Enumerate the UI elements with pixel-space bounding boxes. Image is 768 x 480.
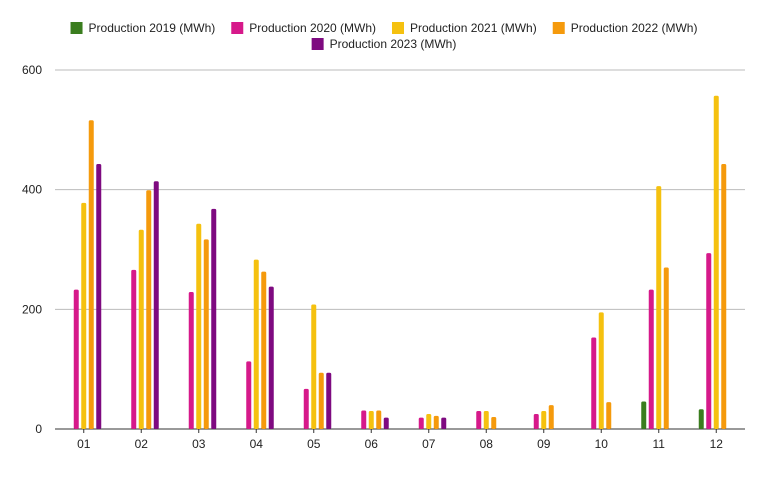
bar-2021-07 <box>426 414 432 429</box>
legend-item[interactable]: Production 2022 (MWh) <box>552 21 698 35</box>
y-tick-label: 0 <box>35 422 42 436</box>
legend-swatch <box>231 22 244 34</box>
bar-2020-03 <box>188 291 194 429</box>
bar-2023-04 <box>268 286 274 429</box>
bar-2022-07 <box>433 415 439 429</box>
bar-2022-05 <box>318 372 324 429</box>
bar-2023-05 <box>326 372 332 429</box>
grid-lines <box>55 69 745 430</box>
legend: Production 2019 (MWh) Production 2020 (MW… <box>70 21 698 51</box>
bar-2021-08 <box>483 411 489 429</box>
legend-label: Production 2021 (MWh) <box>410 21 537 35</box>
bar-2022-12 <box>721 163 727 429</box>
bar-2022-04 <box>261 271 267 429</box>
bar-2020-07 <box>418 417 424 429</box>
x-tick-label: 06 <box>365 437 379 451</box>
bar-2020-02 <box>131 269 137 429</box>
y-tick-label: 600 <box>22 63 42 77</box>
bar-2022-03 <box>203 239 209 429</box>
x-tick-label: 01 <box>77 437 91 451</box>
x-tick-label: 10 <box>595 437 609 451</box>
y-tick-label: 200 <box>22 302 42 316</box>
bar-2021-04 <box>253 259 259 429</box>
bar-2021-06 <box>368 411 374 429</box>
bar-2021-02 <box>138 229 144 429</box>
bar-2023-07 <box>441 417 447 429</box>
x-tick-label: 04 <box>250 437 264 451</box>
legend-item[interactable]: Production 2020 (MWh) <box>231 21 376 35</box>
legend-item[interactable]: Production 2023 (MWh) <box>311 37 457 51</box>
bar-2020-04 <box>246 361 252 429</box>
bar-2022-08 <box>491 417 497 429</box>
legend-swatch <box>392 22 404 34</box>
bar-2023-02 <box>153 181 159 429</box>
bar-2019-12 <box>698 409 704 429</box>
bar-2021-01 <box>81 202 87 429</box>
x-tick-label: 11 <box>653 437 666 451</box>
bars <box>73 95 727 429</box>
x-tick-label: 07 <box>422 437 436 451</box>
bar-2020-10 <box>591 337 597 429</box>
bar-2022-10 <box>606 402 612 429</box>
bar-2022-09 <box>548 405 554 429</box>
bar-2020-12 <box>706 253 712 429</box>
legend-swatch <box>311 38 324 50</box>
legend-label: Production 2019 (MWh) <box>89 21 216 35</box>
x-tick-label: 09 <box>537 437 551 451</box>
bar-2020-01 <box>73 289 79 429</box>
bar-2019-11 <box>641 401 647 429</box>
x-tick-label: 05 <box>307 437 321 451</box>
bar-2023-03 <box>211 208 217 429</box>
legend-item[interactable]: Production 2021 (MWh) <box>392 21 537 35</box>
bar-2021-11 <box>656 186 662 429</box>
legend-item[interactable]: Production 2019 (MWh) <box>70 21 216 35</box>
bar-2021-10 <box>598 312 604 429</box>
bar-2021-05 <box>311 304 317 429</box>
legend-swatch <box>552 22 565 34</box>
bar-2020-06 <box>361 410 367 429</box>
bar-2022-01 <box>88 120 94 429</box>
bar-2020-11 <box>648 289 654 429</box>
axes: 0 200 400 600 01 02 03 04 05 06 07 08 09 10 11 12 <box>22 63 723 451</box>
bar-2021-12 <box>713 95 719 429</box>
x-tick-label: 03 <box>192 437 206 451</box>
x-tick-label: 02 <box>135 437 149 451</box>
bar-2023-06 <box>383 417 389 429</box>
legend-label: Production 2020 (MWh) <box>249 21 376 35</box>
x-tick-label: 08 <box>480 437 494 451</box>
bar-2020-08 <box>476 411 482 429</box>
legend-swatch <box>70 22 83 34</box>
y-tick-label: 400 <box>22 183 42 197</box>
bar-2023-01 <box>96 163 102 429</box>
bar-2022-11 <box>663 267 669 429</box>
bar-2021-03 <box>196 223 202 429</box>
bar-2020-05 <box>303 388 309 429</box>
bar-2022-02 <box>146 190 152 429</box>
bar-2020-09 <box>533 414 539 429</box>
legend-label: Production 2023 (MWh) <box>330 37 457 51</box>
bar-2021-09 <box>541 411 547 429</box>
bar-2022-06 <box>376 410 382 429</box>
legend-label: Production 2022 (MWh) <box>571 21 698 35</box>
x-tick-label: 12 <box>710 437 724 451</box>
